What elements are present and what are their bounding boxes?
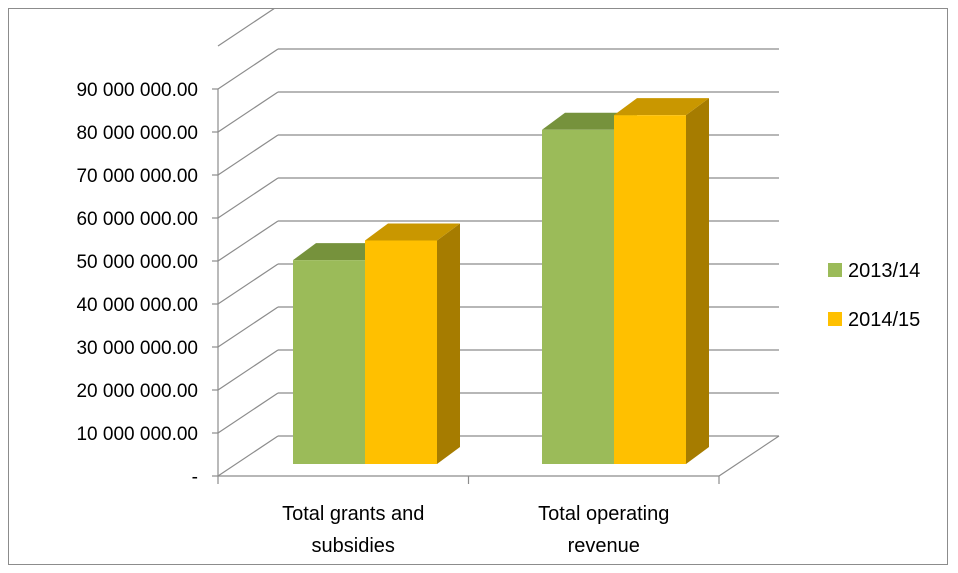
- side-gridline: [217, 306, 279, 348]
- chart: - 10 000 000.00 20 000 000.00 30 000 000.00…: [76, 9, 920, 557]
- bar-top: [365, 223, 460, 241]
- bar-top: [614, 98, 709, 116]
- side-gridline: [217, 392, 279, 434]
- bar-top: [542, 112, 637, 130]
- legend-label: 2013/14: [848, 260, 920, 282]
- legend-swatch: [828, 263, 842, 277]
- y-tick-label: 70 000 000.00: [76, 166, 198, 187]
- y-tick-label: 40 000 000.00: [76, 295, 198, 316]
- side-gridline: [217, 177, 279, 219]
- chart-frame: - 10 000 000.00 20 000 000.00 30 000 000.00…: [8, 8, 948, 565]
- legend-label: 2014/15: [848, 309, 920, 331]
- y-tick-label: 30 000 000.00: [76, 338, 198, 359]
- x-category-label: Total grants and: [282, 503, 424, 525]
- side-gridline: [217, 349, 279, 391]
- y-tick-label: 20 000 000.00: [76, 381, 198, 402]
- y-tick-label: 50 000 000.00: [76, 252, 198, 273]
- bar: [614, 115, 686, 465]
- side-gridline: [217, 435, 279, 477]
- side-gridline: [217, 134, 279, 176]
- x-category-label: revenue: [568, 535, 640, 557]
- bar: [293, 260, 365, 464]
- side-gridline: [217, 263, 279, 305]
- bar-side: [686, 98, 709, 465]
- side-gridline: [217, 9, 275, 47]
- side-gridline: [217, 91, 279, 133]
- legend-swatch: [828, 312, 842, 326]
- x-category-label: Total operating: [538, 503, 669, 525]
- bar: [542, 129, 614, 464]
- y-tick-label: 80 000 000.00: [76, 123, 198, 144]
- x-category-label: subsidies: [312, 535, 395, 557]
- y-tick-label: -: [192, 467, 198, 488]
- bar-side: [437, 223, 460, 464]
- y-tick-label: 60 000 000.00: [76, 209, 198, 230]
- y-tick-label: 90 000 000.00: [76, 80, 198, 101]
- side-gridline: [217, 48, 279, 90]
- y-tick-label: 10 000 000.00: [76, 424, 198, 445]
- side-gridline: [217, 220, 279, 262]
- bar-top: [293, 243, 388, 261]
- bar: [365, 240, 437, 464]
